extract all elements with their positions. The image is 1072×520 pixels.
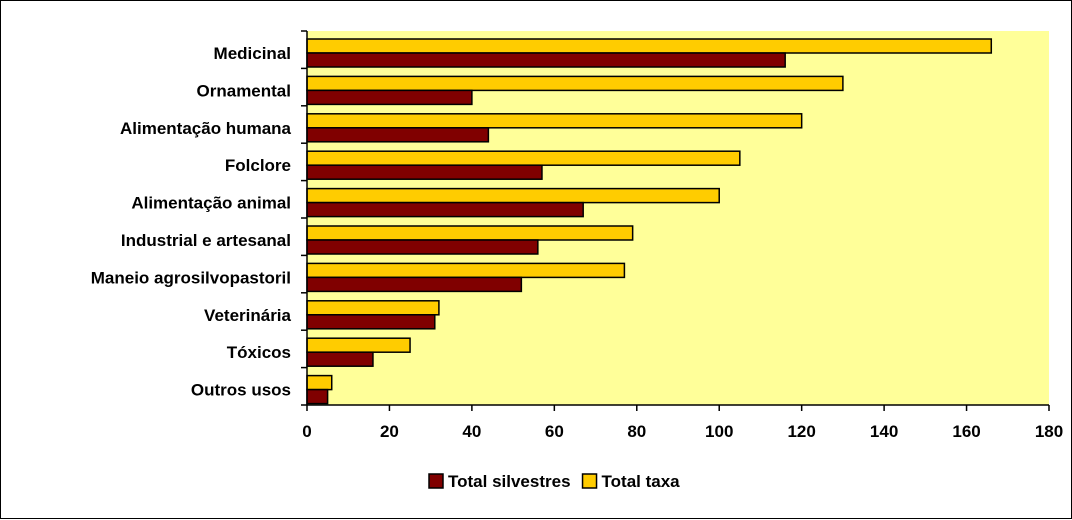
legend-swatch-total-taxa xyxy=(581,473,598,489)
legend-label-total-silvestres: Total silvestres xyxy=(448,472,571,491)
bar-total-taxa-outros-usos xyxy=(306,374,333,391)
bar-total-silvestres-toxicos xyxy=(306,351,374,367)
category-label-medicinal: Medicinal xyxy=(214,44,291,63)
bar-total-taxa-medicinal xyxy=(306,38,993,54)
category-label-alimentacao-animal: Alimentação animal xyxy=(131,194,291,213)
bar-total-silvestres-industrial-e-artesanal xyxy=(306,239,539,255)
bar-total-taxa-alimentacao-animal xyxy=(306,187,720,204)
x-tick-label-80: 80 xyxy=(627,422,646,441)
bar-total-silvestres-medicinal xyxy=(306,52,786,68)
legend-label-total-taxa: Total taxa xyxy=(602,472,681,491)
axes-group xyxy=(301,30,1050,411)
legend: Total silvestres Total taxa xyxy=(428,472,681,491)
legend-swatch-total-silvestres xyxy=(428,473,444,489)
bar-total-taxa-veterinaria xyxy=(306,300,440,316)
x-tick-label-120: 120 xyxy=(787,422,815,441)
category-label-toxicos: Tóxicos xyxy=(227,343,291,362)
bar-total-silvestres-maneio-agrosilvopastoril xyxy=(306,276,523,293)
x-tick-label-0: 0 xyxy=(302,422,311,441)
tick-labels: 0 20 40 60 80 100 120 140 160 180 xyxy=(302,422,1063,441)
category-label-veterinaria: Veterinária xyxy=(204,306,291,325)
bar-total-taxa-maneio-agrosilvopastoril xyxy=(306,262,626,279)
category-label-industrial-e-artesanal: Industrial e artesanal xyxy=(121,231,291,250)
bar-total-silvestres-ornamental xyxy=(306,89,473,106)
x-tick-label-20: 20 xyxy=(380,422,399,441)
bar-total-taxa-ornamental xyxy=(306,75,844,92)
bar-total-silvestres-outros-usos xyxy=(306,388,329,405)
x-tick-label-160: 160 xyxy=(952,422,980,441)
bar-total-silvestres-alimentacao-animal xyxy=(306,201,584,218)
x-tick-label-140: 140 xyxy=(870,422,898,441)
bar-total-silvestres-veterinaria xyxy=(306,314,436,330)
x-tick-label-100: 100 xyxy=(705,422,733,441)
category-label-maneio-agrosilvopastoril: Maneio agrosilvopastoril xyxy=(91,268,291,287)
bar-total-taxa-industrial-e-artesanal xyxy=(306,225,634,241)
bar-total-taxa-toxicos xyxy=(306,337,411,353)
category-label-outros-usos: Outros usos xyxy=(191,381,291,400)
category-label-alimentacao-humana: Alimentação humana xyxy=(120,119,292,138)
category-label-folclore: Folclore xyxy=(225,156,291,175)
category-label-ornamental: Ornamental xyxy=(197,81,291,100)
bar-total-silvestres-folclore xyxy=(306,164,543,180)
bar-total-taxa-folclore xyxy=(306,150,741,166)
x-tick-label-40: 40 xyxy=(462,422,481,441)
x-tick-label-180: 180 xyxy=(1035,422,1063,441)
x-tick-label-60: 60 xyxy=(545,422,564,441)
bar-total-taxa-alimentacao-humana xyxy=(306,113,803,129)
bar-total-silvestres-alimentacao-humana xyxy=(306,127,490,143)
category-labels: Medicinal Ornamental Alimentação humana Fol… xyxy=(91,44,292,400)
